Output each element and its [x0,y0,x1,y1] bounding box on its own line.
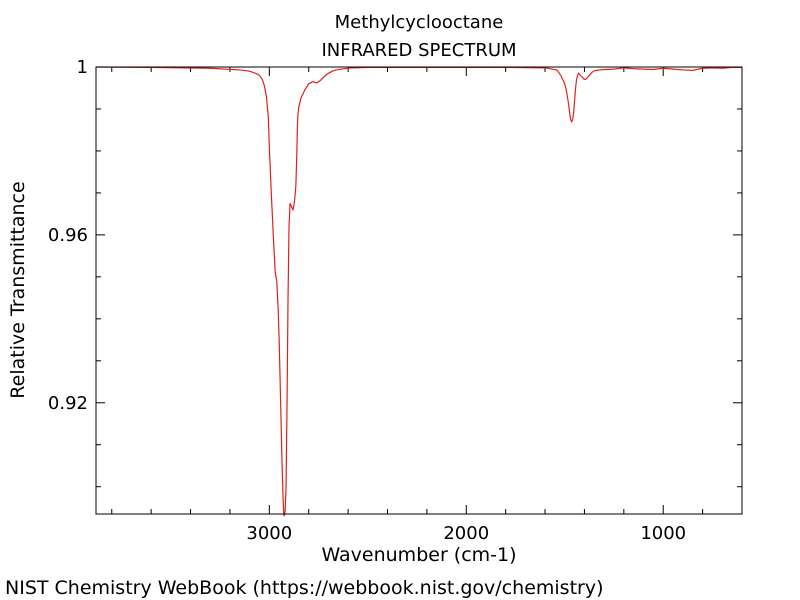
y-tick-label: 1 [77,57,88,78]
chart-subtitle: INFRARED SPECTRUM [321,40,516,61]
spectrum-series-line [95,66,742,517]
x-axis-label: Wavenumber (cm-1) [321,544,516,566]
x-axis-ticks: 3000 2000 1000 [111,67,743,544]
y-tick-label: 0.92 [48,393,88,414]
x-tick-label: 1000 [640,523,686,544]
plot-frame [95,66,743,515]
x-tick-label: 2000 [443,523,489,544]
chart-title: Methylcyclooctane [335,12,504,33]
y-axis-ticks: 1 0.96 0.92 [48,57,742,488]
y-axis-label: Relative Transmittance [7,181,29,398]
y-tick-label: 0.96 [48,225,88,246]
x-tick-label: 3000 [246,523,292,544]
source-credit: NIST Chemistry WebBook (https://webbook.… [5,577,603,599]
